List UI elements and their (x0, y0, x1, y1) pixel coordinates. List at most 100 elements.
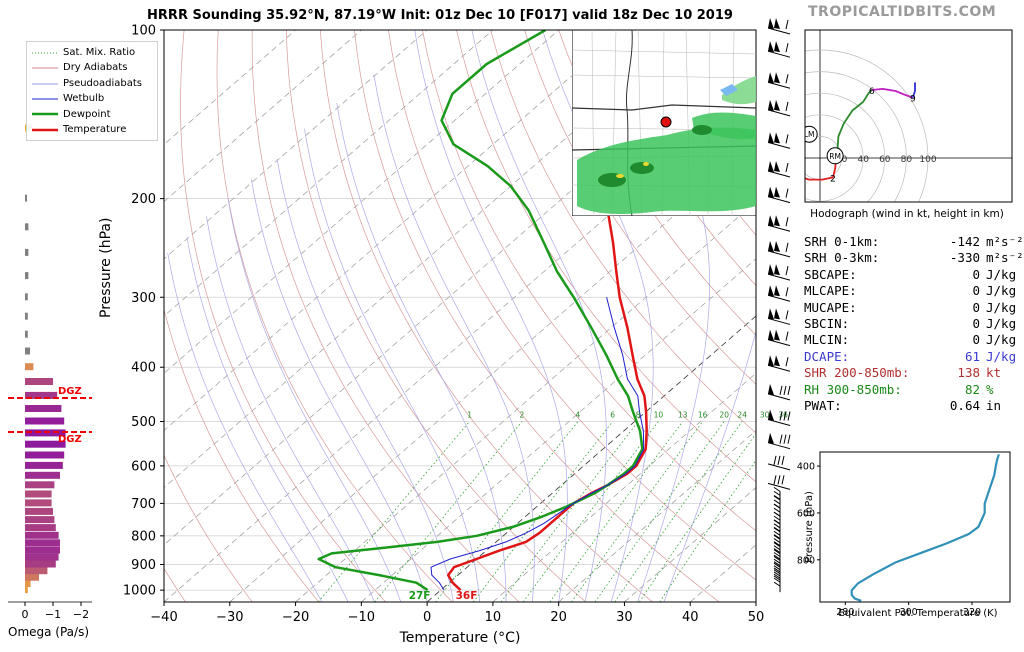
pseudoadiabat (663, 30, 756, 602)
dry-adiabat (354, 30, 720, 602)
omega-bar (25, 248, 29, 256)
pressure-tick-label: 100 (131, 24, 156, 39)
hodograph-ring-label: 80 (901, 155, 913, 165)
stat-unit: J/kg (986, 283, 1017, 299)
barb-feather (773, 575, 781, 581)
mixing-ratio-label: 8 (636, 411, 641, 420)
barb-flag (774, 99, 780, 111)
pseudoadiabat (186, 237, 349, 602)
barb-feather (773, 523, 781, 529)
temperature-tick-label: 20 (550, 610, 567, 625)
hodograph-ring (805, 49, 929, 202)
stat-value: 0 (972, 283, 980, 299)
barb-flag (768, 240, 774, 252)
mixing-ratio-line (659, 459, 756, 602)
omega-bar (25, 531, 59, 539)
wind-barb (767, 308, 791, 325)
barb-feather (773, 541, 781, 547)
barb-flag (774, 215, 780, 227)
wind-barb (767, 186, 791, 204)
barb-feather (773, 495, 781, 501)
barb-feather (779, 385, 783, 395)
barb-feather (785, 43, 789, 53)
storm-motion-label: LM (804, 130, 815, 139)
temperature-tick-labels: −40 −30 −20 −10 0 10 20 30 40 50 (150, 602, 764, 625)
barb-feather (773, 558, 781, 564)
barb-feather (773, 530, 781, 536)
stat-row: RH 300-850mb: 82% (804, 382, 1024, 398)
wind-barb (767, 72, 791, 89)
dgz-label-upper: DGZ (58, 386, 82, 397)
barb-feather (773, 538, 781, 544)
stat-value: 0 (972, 316, 980, 332)
barb-staff (767, 294, 791, 302)
mixing-ratio-label: 6 (610, 411, 615, 420)
barb-feather (773, 569, 781, 575)
stat-unit: m²s⁻² (986, 250, 1024, 266)
barb-feather (773, 507, 781, 513)
legend-label: Temperature (63, 124, 127, 136)
thetae-y-tick-label: 800 (797, 555, 815, 566)
stat-row: SBCAPE: 0 J/kg (804, 267, 1024, 283)
pseudoadiabat (336, 102, 507, 602)
barb-feather (785, 101, 789, 111)
pressure-tick-label: 700 (131, 497, 156, 512)
sounding-stats: SRH 0-1km: -142 m²s⁻² SRH 0-3km: -330 m²s⁻² SB… (804, 234, 1024, 414)
barb-feather (773, 548, 781, 553)
barb-staff (767, 224, 791, 232)
isotherm (426, 315, 756, 602)
legend-item-pseudoadiabats: Pseudoadiabats (32, 76, 152, 91)
omega-bar (25, 405, 62, 412)
hodograph-height-label: 6 (869, 87, 875, 97)
barb-flag (774, 160, 780, 172)
barb-feather (773, 503, 781, 509)
dry-adiabat (251, 30, 520, 602)
stat-unit: in (986, 398, 1002, 414)
hodograph-segment (871, 88, 914, 99)
stat-row: SBCIN: 0 J/kg (804, 316, 1024, 332)
barb-feather (773, 455, 777, 465)
dry-adiabat (180, 30, 386, 602)
stat-label: SRH 0-1km: (804, 234, 880, 249)
barb-staff (767, 364, 791, 372)
pressure-tick-labels: 100 200 300 400 500 600 700 800 900 1000 (123, 24, 164, 599)
barb-feather (785, 162, 789, 173)
stat-value: 61 (964, 348, 980, 364)
barb-feather (779, 411, 783, 421)
omega-bar (25, 490, 52, 498)
isotherm (492, 372, 756, 602)
mixing-ratio-label: 24 (737, 411, 747, 420)
barb-staff (767, 463, 791, 471)
barb-feather (773, 552, 781, 557)
barb-feather (773, 581, 781, 587)
pressure-tick-label: 400 (131, 361, 156, 376)
barb-staff (767, 273, 791, 281)
pseudoadiabat (414, 30, 568, 602)
omega-bar (25, 471, 60, 479)
stat-row: SHR 200-850mb: 138 kt (804, 365, 1024, 381)
barb-staff (767, 339, 791, 347)
pressure-tick-label: 500 (131, 415, 156, 430)
barb-flag (774, 41, 780, 53)
stat-unit: % (986, 381, 994, 397)
stat-row: PWAT: 0.64 in (804, 398, 1024, 414)
radar-echoes (577, 76, 756, 214)
barb-feather (779, 434, 783, 444)
barb-feather (773, 567, 781, 573)
barb-feather (785, 19, 789, 30)
omega-bar (25, 312, 28, 320)
barb-feather (785, 287, 789, 297)
thetae-y-tick-label: 600 (797, 508, 815, 519)
barb-feather (783, 411, 787, 421)
hodograph-ring-label: 60 (879, 155, 891, 165)
legend-label: Dry Adiabats (63, 62, 128, 74)
barb-feather (773, 511, 781, 517)
barb-feather (773, 577, 781, 583)
mixing-ratio-line (317, 421, 470, 602)
barb-feather (787, 434, 791, 444)
omega-bar (25, 524, 56, 532)
barb-feather (773, 499, 781, 505)
pseudoadiabat (304, 128, 481, 602)
omega-panel: DGZ DGZ 0 −1 −2 (8, 124, 92, 621)
barb-feather (773, 571, 781, 577)
